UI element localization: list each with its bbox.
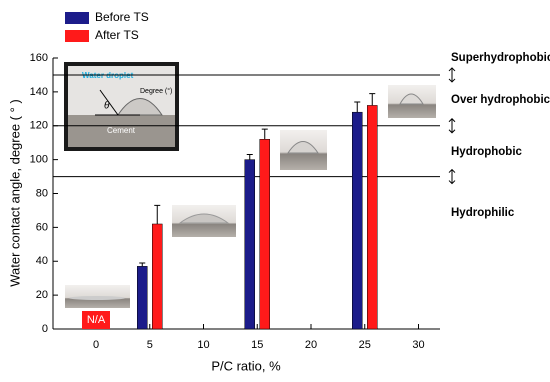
x-tick-label: 10: [197, 339, 209, 351]
y-tick-label: 100: [30, 154, 48, 166]
y-tick-label: 140: [30, 86, 48, 98]
na-label: N/A: [87, 314, 106, 326]
region-label: Hydrophobic: [451, 146, 523, 158]
error-bar: [139, 262, 146, 267]
error-bar: [354, 101, 361, 113]
x-tick-label: 25: [359, 339, 371, 351]
inset-label: Water droplet: [82, 71, 134, 80]
x-tick-label: 20: [305, 339, 317, 351]
legend-swatch: [65, 30, 89, 42]
y-tick-label: 0: [42, 323, 48, 335]
photo: [172, 205, 236, 237]
region-label: Hydrophilic: [451, 207, 515, 219]
x-tick-label: 5: [147, 339, 153, 351]
y-tick-label: 80: [36, 187, 48, 199]
photo: [388, 85, 436, 118]
y-tick-label: 40: [36, 255, 48, 267]
inset-label: θ: [104, 101, 110, 112]
y-tick-label: 120: [30, 120, 48, 132]
error-bar: [154, 204, 161, 224]
y-axis-label: Water contact angle, degree ( ° ): [7, 99, 22, 287]
bar: [352, 111, 363, 330]
y-tick-label: 20: [36, 289, 48, 301]
legend-label: Before TS: [95, 10, 149, 24]
x-axis-label: P/C ratio, %: [211, 358, 281, 373]
region-label: Over hydrophobic: [451, 94, 550, 106]
region-label: Superhydrophobic: [451, 52, 550, 64]
inset-label: Degree (°): [140, 87, 172, 95]
photo: [65, 285, 130, 308]
bar: [244, 159, 255, 330]
threshold-arrow: [448, 168, 456, 185]
bar: [137, 266, 148, 330]
x-tick-label: 30: [412, 339, 424, 351]
photo: [280, 130, 327, 170]
na-box: [82, 311, 110, 329]
bar: [367, 105, 378, 330]
threshold-arrow: [448, 118, 456, 134]
inset-label: Cement: [107, 126, 136, 135]
legend-swatch: [65, 12, 89, 24]
y-tick-label: 60: [36, 221, 48, 233]
legend-label: After TS: [95, 28, 139, 42]
error-bar: [246, 154, 253, 160]
inset: Water droplet Degree (°) θ Cement: [64, 62, 179, 151]
bar: [259, 139, 270, 330]
bar: [152, 223, 163, 330]
threshold-arrow: [448, 67, 456, 83]
y-tick-label: 160: [30, 52, 48, 64]
x-tick-label: 15: [251, 339, 263, 351]
x-tick-label: 0: [93, 339, 99, 351]
error-bar: [369, 93, 376, 106]
error-bar: [261, 128, 268, 140]
